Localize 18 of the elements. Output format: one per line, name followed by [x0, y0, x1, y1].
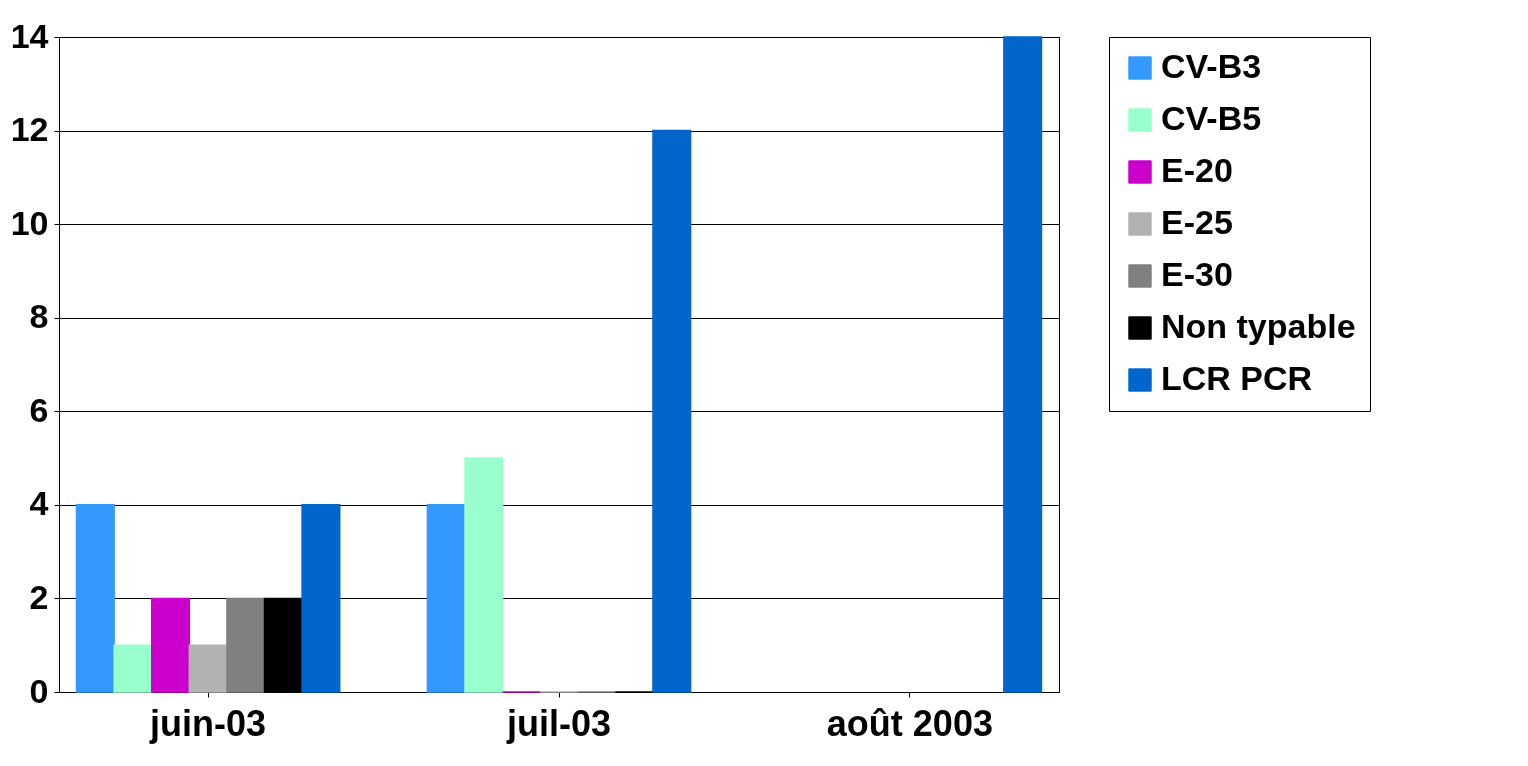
- x-tick-label: août 2003: [826, 702, 993, 744]
- y-tick-label: 4: [29, 484, 49, 523]
- legend-label: E-20: [1161, 151, 1233, 189]
- y-tick-label: 10: [10, 203, 49, 242]
- y-tick-label: 12: [10, 110, 49, 149]
- legend-label: CV-B3: [1161, 47, 1262, 85]
- y-tick-label: 6: [29, 390, 49, 429]
- legend-label: LCR PCR: [1161, 359, 1313, 397]
- y-tick-label: 2: [29, 577, 49, 616]
- legend-label: CV-B5: [1161, 99, 1262, 137]
- legend-label: E-30: [1161, 255, 1233, 293]
- y-tick-label: 14: [10, 16, 49, 55]
- x-tick-label: juin-03: [149, 702, 267, 744]
- y-tick-label: 8: [29, 297, 49, 336]
- legend-label: Non typable: [1161, 307, 1356, 345]
- y-tick-label: 0: [29, 671, 49, 710]
- x-tick-label: juil-03: [505, 702, 612, 744]
- legend-label: E-25: [1161, 203, 1233, 241]
